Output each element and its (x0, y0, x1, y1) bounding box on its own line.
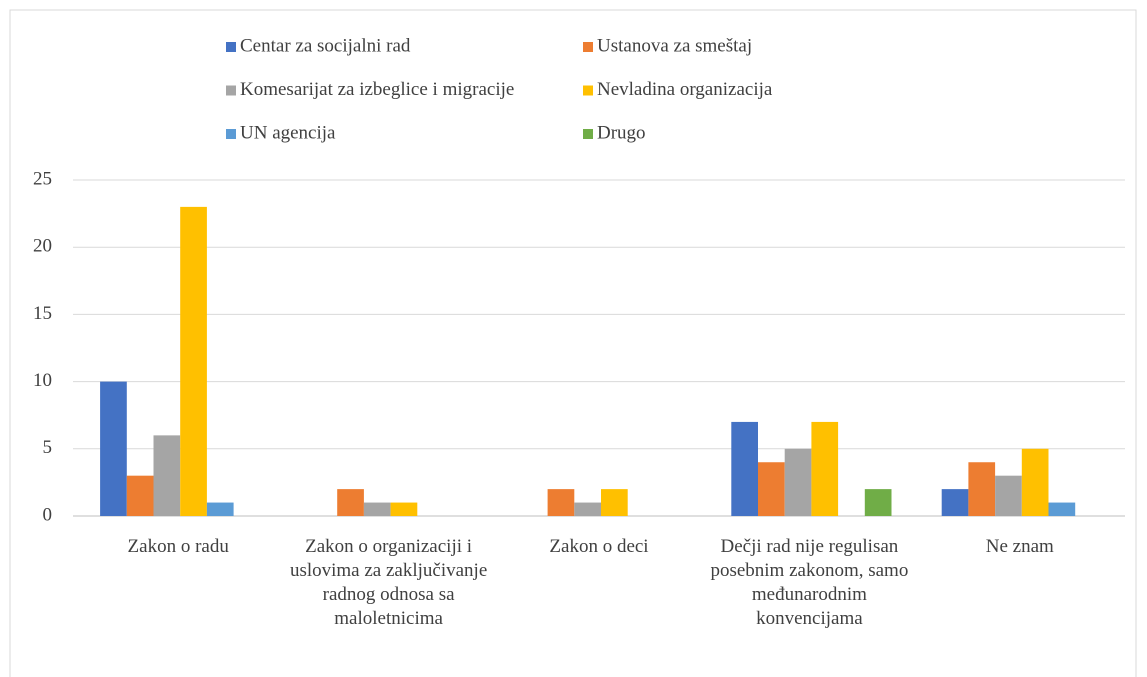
bar (574, 502, 601, 516)
bar (784, 448, 812, 516)
bar (758, 462, 785, 516)
bar (390, 502, 418, 516)
x-tick-label: Dečji rad nije regulisan posebnim zakono… (710, 536, 909, 629)
y-tick-label: 10 (33, 370, 52, 391)
legend-label: Nevladina organizacija (597, 79, 773, 100)
bar (337, 489, 364, 516)
bar (153, 435, 181, 516)
legend-swatch (226, 129, 236, 139)
bar (126, 475, 154, 516)
legend-swatch (583, 129, 593, 139)
bar (601, 489, 628, 516)
bar (1048, 502, 1076, 516)
bar (1021, 448, 1049, 516)
y-tick-label: 0 (43, 504, 53, 525)
legend-swatch (583, 42, 593, 52)
bar (995, 475, 1022, 516)
bar (363, 502, 391, 516)
y-tick-label: 15 (33, 303, 52, 324)
legend-label: Centar za socijalni rad (240, 35, 411, 56)
y-tick-label: 20 (33, 236, 52, 257)
bar (864, 489, 892, 516)
x-tick-label: Ne znam (985, 536, 1054, 557)
x-tick-label: Zakon o organizaciji i uslovima za zaklj… (289, 536, 488, 629)
legend-swatch (226, 42, 236, 52)
bar (100, 381, 127, 516)
bar (180, 206, 207, 516)
bar (206, 502, 234, 516)
bar (811, 421, 839, 516)
chart-frame (9, 9, 1137, 677)
legend-swatch (583, 85, 593, 96)
legend-label: Komesarijat za izbeglice i migracije (240, 79, 514, 100)
bar (968, 462, 996, 516)
bar (731, 421, 758, 516)
legend-swatch (226, 85, 236, 96)
legend-label: Ustanova za smeštaj (597, 35, 752, 56)
y-tick-label: 5 (43, 437, 53, 458)
bar (547, 489, 575, 516)
x-tick-label: Zakon o radu (127, 536, 229, 557)
legend-label: Drugo (597, 122, 646, 143)
y-tick-label: 25 (33, 168, 52, 189)
x-tick-label: Zakon o deci (549, 536, 649, 557)
legend-label: UN agencija (240, 122, 336, 143)
bar (941, 489, 969, 516)
